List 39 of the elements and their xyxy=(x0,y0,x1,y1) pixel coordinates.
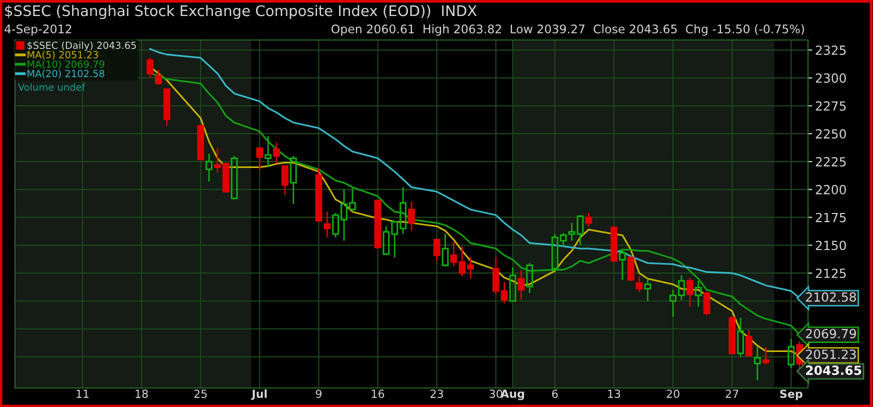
x-tick-label: 20 xyxy=(666,390,680,398)
data-label: 2051.23 xyxy=(806,350,856,360)
y-tick-label: 2125 xyxy=(816,268,846,278)
y-tick-label: 2150 xyxy=(816,240,846,250)
x-tick-label: Sep xyxy=(780,390,802,400)
candlestick xyxy=(324,211,331,238)
y-tick-label: 2275 xyxy=(816,101,846,111)
legend-label: MA(10) 2069.79 xyxy=(28,60,104,69)
y-tick-label: 2175 xyxy=(816,212,846,222)
chart-subtitle: 4-Sep-2012 xyxy=(4,24,72,36)
x-tick-label: 11 xyxy=(76,390,89,398)
legend-label: $SSEC (Daily) 2043.65 xyxy=(27,41,136,51)
text: Open 2060.61 High 2063.82 Low 2039.27 Close 2043.65 Chg -15.50 (-0.75%) xyxy=(332,24,804,36)
candlestick xyxy=(694,280,702,308)
candlestick xyxy=(754,346,761,381)
x-tick-label: 13 xyxy=(608,390,620,398)
text: 2043.65 xyxy=(806,366,862,375)
candlestick xyxy=(644,278,652,302)
x-tick-label: 27 xyxy=(726,390,738,398)
legend-label: MA(5) 2051.23 xyxy=(28,50,98,60)
candlestick xyxy=(518,269,525,301)
x-tick-label: 18 xyxy=(136,390,148,398)
legend-label: MA(20) 2102.58 xyxy=(28,70,104,78)
x-tick-label: 23 xyxy=(430,390,443,398)
x-tick-label: 6 xyxy=(552,390,558,398)
annotation: Volume undef xyxy=(18,83,86,91)
y-tick-label: 2325 xyxy=(816,46,846,55)
x-tick-label: Jul xyxy=(251,389,267,400)
y-tick-label: 2225 xyxy=(816,157,846,167)
x-tick-label: 16 xyxy=(372,390,384,398)
x-tick-label: 25 xyxy=(194,390,207,398)
chart-title: $SSEC (Shanghai Stock Exchange Composite Index (EOD)) INDX xyxy=(5,4,477,20)
data-label: 2069.79 xyxy=(806,328,856,338)
data-label: 2102.58 xyxy=(806,292,856,302)
x-tick-label: 9 xyxy=(316,390,322,398)
y-tick-label: 2200 xyxy=(816,184,846,194)
y-tick-label: 2300 xyxy=(816,73,846,83)
y-tick-label: 2250 xyxy=(816,129,846,139)
candlestick xyxy=(264,135,272,168)
